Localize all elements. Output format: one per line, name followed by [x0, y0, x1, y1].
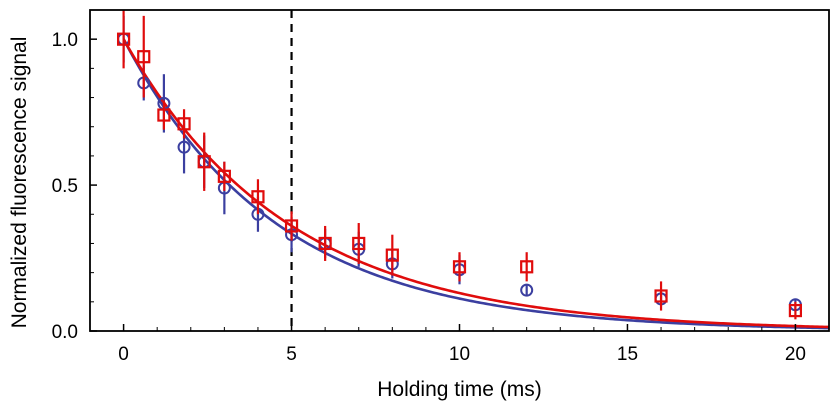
data-point-square — [520, 260, 534, 274]
data-point-square — [251, 190, 265, 204]
axes: 0 5 10 15 20 0.0 0.5 1.0 — [52, 9, 806, 365]
data-point-square — [284, 219, 299, 233]
y-tick-label: 0.0 — [52, 322, 78, 343]
data-point-square — [197, 155, 211, 169]
data-series — [116, 10, 803, 320]
x-tick-label: 0 — [118, 344, 129, 365]
x-tick-label: 5 — [286, 344, 297, 365]
data-point-square — [452, 260, 467, 274]
data-point-square — [157, 108, 171, 122]
y-tick-label: 1.0 — [52, 30, 78, 51]
x-tick-label: 20 — [785, 344, 806, 365]
data-point-square — [217, 169, 231, 183]
data-point-circle — [520, 283, 534, 297]
data-point-square — [788, 303, 803, 318]
fit-curve — [122, 38, 830, 330]
y-axis-label: Normalized fluorescence signal — [8, 37, 31, 329]
data-point-square — [116, 32, 131, 46]
data-point-square — [137, 50, 151, 64]
data-point-square — [352, 236, 366, 251]
x-axis-label: Holding time (ms) — [377, 378, 542, 401]
plot-area — [116, 10, 830, 331]
data-point-square — [654, 289, 668, 303]
x-tick-label: 10 — [449, 344, 470, 365]
data-point-circle — [177, 140, 191, 154]
fit-curve — [122, 38, 830, 329]
x-tick-label: 15 — [617, 344, 638, 365]
y-tick-label: 0.5 — [52, 176, 78, 197]
data-point-square — [318, 236, 332, 251]
data-point-square — [385, 248, 399, 262]
data-point-square — [177, 117, 191, 131]
